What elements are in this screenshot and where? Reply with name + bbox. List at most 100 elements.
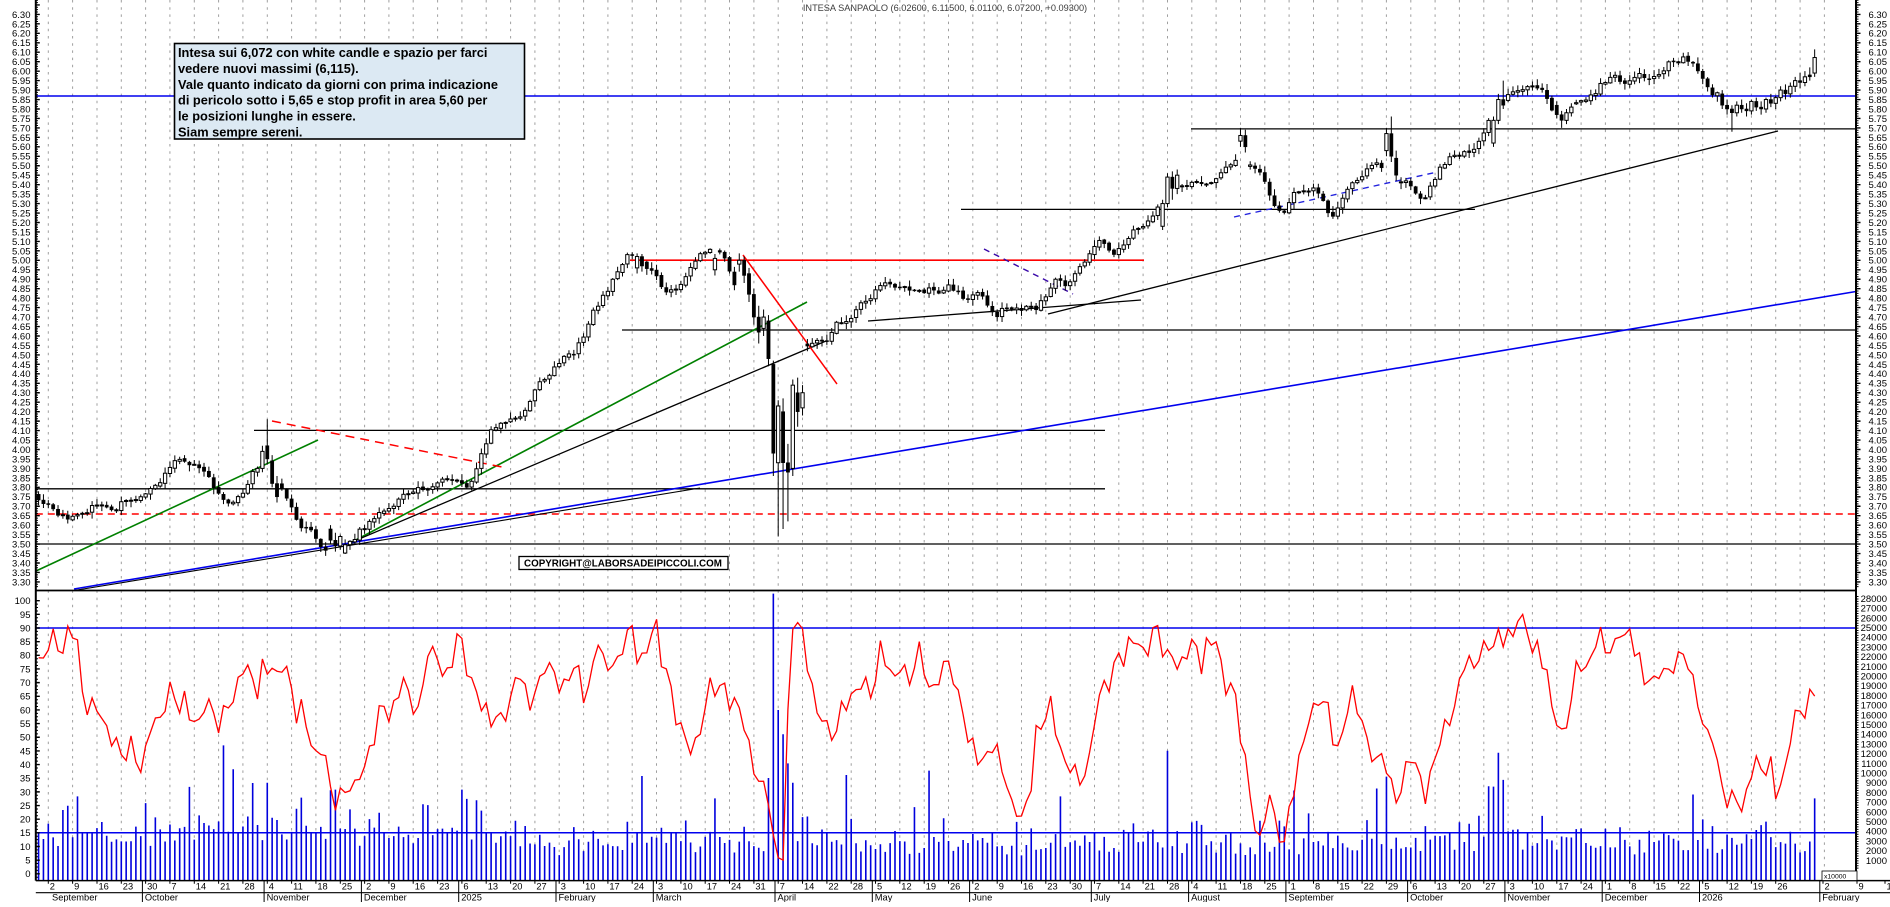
svg-text:2: 2 [50, 882, 55, 892]
svg-text:5: 5 [877, 882, 882, 892]
svg-text:27: 27 [536, 882, 546, 892]
svg-text:80: 80 [20, 651, 31, 662]
svg-text:7: 7 [171, 882, 176, 892]
svg-text:3: 3 [1510, 882, 1515, 892]
svg-text:26: 26 [1777, 882, 1787, 892]
svg-text:7: 7 [780, 882, 785, 892]
svg-text:0: 0 [25, 869, 30, 880]
svg-text:45: 45 [20, 746, 31, 757]
svg-text:3.30: 3.30 [12, 577, 31, 588]
svg-text:15: 15 [20, 828, 31, 839]
svg-text:Vale quanto indicato da giorni: Vale quanto indicato da giorni con prima… [178, 77, 498, 92]
svg-text:19: 19 [926, 882, 936, 892]
svg-text:50: 50 [20, 733, 31, 744]
svg-text:COPYRIGHT@LABORSADEIPICCOLI.CO: COPYRIGHT@LABORSADEIPICCOLI.COM [524, 559, 722, 570]
svg-text:17: 17 [1558, 882, 1568, 892]
svg-text:10: 10 [682, 882, 692, 892]
svg-text:1000: 1000 [1866, 856, 1887, 867]
svg-text:90: 90 [20, 623, 31, 634]
svg-text:20: 20 [512, 882, 522, 892]
svg-text:60: 60 [20, 705, 31, 716]
svg-text:2: 2 [366, 882, 371, 892]
svg-text:23: 23 [1047, 882, 1057, 892]
svg-text:July: July [1094, 893, 1111, 903]
svg-text:x10000: x10000 [1824, 874, 1847, 881]
svg-text:16: 16 [415, 882, 425, 892]
svg-text:24: 24 [634, 882, 644, 892]
svg-text:14: 14 [1120, 882, 1130, 892]
svg-text:11: 11 [1218, 882, 1228, 892]
svg-text:6: 6 [1412, 882, 1417, 892]
svg-text:20: 20 [1461, 882, 1471, 892]
svg-text:22: 22 [1364, 882, 1374, 892]
svg-text:55: 55 [20, 719, 31, 730]
svg-text:21: 21 [220, 882, 230, 892]
svg-text:95: 95 [20, 610, 31, 621]
svg-text:April: April [778, 893, 797, 903]
svg-text:4: 4 [1193, 882, 1198, 892]
svg-text:March: March [656, 893, 682, 903]
svg-text:13: 13 [1437, 882, 1447, 892]
svg-text:15: 15 [1656, 882, 1666, 892]
svg-text:25: 25 [342, 882, 352, 892]
svg-text:5: 5 [25, 856, 30, 867]
svg-text:9: 9 [74, 882, 79, 892]
svg-text:10: 10 [20, 842, 31, 853]
svg-text:14: 14 [804, 882, 814, 892]
svg-text:40: 40 [20, 760, 31, 771]
svg-text:25: 25 [1266, 882, 1276, 892]
svg-text:September: September [1288, 893, 1333, 903]
svg-text:August: August [1191, 893, 1220, 903]
svg-text:28: 28 [1169, 882, 1179, 892]
svg-text:30: 30 [1072, 882, 1082, 892]
svg-text:28: 28 [244, 882, 254, 892]
svg-text:24: 24 [731, 882, 741, 892]
svg-text:65: 65 [20, 692, 31, 703]
svg-text:February: February [1822, 893, 1860, 903]
svg-text:12: 12 [901, 882, 911, 892]
svg-text:le posizioni lunghe in essere.: le posizioni lunghe in essere. [178, 109, 356, 124]
svg-text:18: 18 [317, 882, 327, 892]
svg-text:Siam sempre sereni.: Siam sempre sereni. [178, 125, 302, 140]
svg-text:20: 20 [20, 815, 31, 826]
svg-text:9: 9 [999, 882, 1004, 892]
svg-text:13: 13 [488, 882, 498, 892]
svg-text:24: 24 [1583, 882, 1593, 892]
svg-text:21: 21 [1145, 882, 1155, 892]
svg-text:October: October [1410, 893, 1443, 903]
svg-text:4: 4 [269, 882, 274, 892]
svg-text:Intesa sui 6,072 con white can: Intesa sui 6,072 con white candle e spaz… [178, 45, 487, 60]
svg-text:85: 85 [20, 637, 31, 648]
svg-text:28: 28 [853, 882, 863, 892]
svg-text:5: 5 [1704, 882, 1709, 892]
svg-text:7: 7 [1096, 882, 1101, 892]
svg-text:June: June [972, 893, 992, 903]
svg-text:25: 25 [20, 801, 31, 812]
svg-text:9: 9 [390, 882, 395, 892]
svg-text:November: November [267, 893, 310, 903]
svg-text:December: December [364, 893, 407, 903]
svg-text:18: 18 [1242, 882, 1252, 892]
svg-text:16: 16 [99, 882, 109, 892]
svg-text:2: 2 [1825, 882, 1830, 892]
svg-text:February: February [559, 893, 597, 903]
svg-text:1: 1 [1607, 882, 1612, 892]
svg-text:70: 70 [20, 678, 31, 689]
svg-text:29: 29 [1388, 882, 1398, 892]
svg-text:10: 10 [585, 882, 595, 892]
svg-text:1: 1 [1291, 882, 1296, 892]
svg-text:October: October [145, 893, 178, 903]
svg-text:17: 17 [609, 882, 619, 892]
svg-text:17: 17 [707, 882, 717, 892]
svg-text:8: 8 [1315, 882, 1320, 892]
svg-text:INTESA SANPAOLO (6.02600, 6.11: INTESA SANPAOLO (6.02600, 6.11500, 6.011… [803, 3, 1087, 13]
svg-text:30: 30 [147, 882, 157, 892]
svg-text:9: 9 [1859, 882, 1864, 892]
svg-text:75: 75 [20, 664, 31, 675]
svg-text:19: 19 [1753, 882, 1763, 892]
svg-text:2: 2 [974, 882, 979, 892]
svg-text:35: 35 [20, 774, 31, 785]
svg-text:November: November [1507, 893, 1550, 903]
svg-text:22: 22 [828, 882, 838, 892]
svg-text:3: 3 [658, 882, 663, 892]
